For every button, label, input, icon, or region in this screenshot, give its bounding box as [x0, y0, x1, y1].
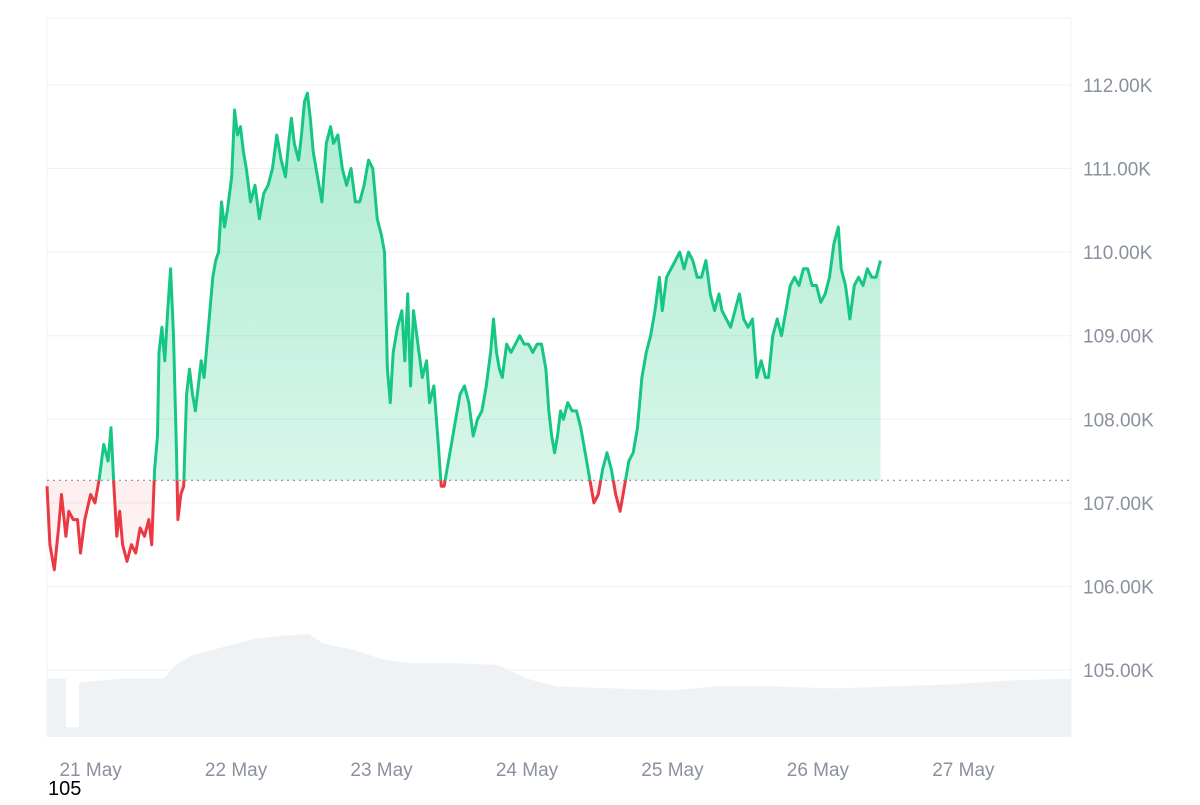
- y-tick-label: 107.00K: [1083, 494, 1154, 515]
- line-layer: [45, 91, 882, 572]
- volume-layer: [47, 633, 1071, 737]
- volume-area: [47, 633, 1071, 737]
- x-tick-label: 21 May: [59, 760, 122, 781]
- x-tick-label: 24 May: [496, 760, 559, 781]
- y-tick-label: 109.00K: [1083, 327, 1154, 348]
- x-tick-label: 22 May: [205, 760, 268, 781]
- area-below-baseline: [47, 480, 881, 570]
- y-tick-label: 111.00K: [1083, 159, 1151, 180]
- y-tick-label: 105.00K: [1083, 661, 1154, 682]
- price-line-up: [97, 91, 882, 481]
- x-tick-label: 26 May: [787, 760, 850, 781]
- x-tick-label: 25 May: [641, 760, 704, 781]
- x-axis: 21 May 22 May 23 May 24 May 25 May 26 May 27 M…: [59, 760, 995, 781]
- footer-note: 105: [48, 778, 82, 800]
- y-tick-label: 110.00K: [1083, 243, 1153, 264]
- area-layer: [47, 93, 881, 570]
- x-tick-label: 27 May: [932, 760, 995, 781]
- area-above-baseline: [98, 93, 881, 481]
- x-tick-label: 23 May: [350, 760, 413, 781]
- y-tick-label: 106.00K: [1083, 578, 1154, 599]
- y-tick-label: 112.00K: [1083, 76, 1153, 97]
- y-axis: 105.00K 106.00K 107.00K 108.00K 109.00K 110.0…: [1083, 76, 1154, 682]
- y-tick-label: 108.00K: [1083, 410, 1154, 431]
